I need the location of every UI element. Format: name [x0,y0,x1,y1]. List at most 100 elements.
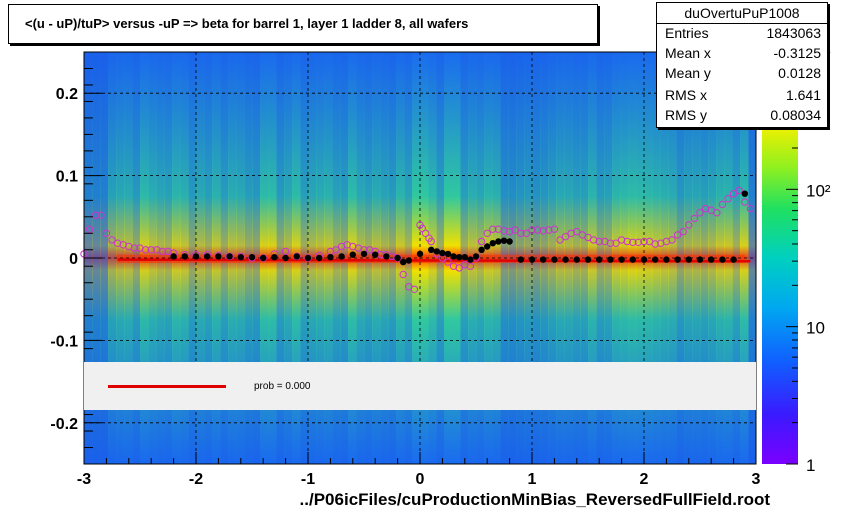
profile-point-open [97,211,105,219]
stat-label: Mean x [665,45,711,61]
profile-point-filled [506,238,513,245]
legend-prob-label: prob = 0.000 [254,381,311,392]
profile-point-open [444,258,452,266]
profile-point-filled [484,243,491,250]
heatmap-column [108,52,117,464]
profile-point-open [573,227,581,236]
profile-point-open [466,262,475,270]
profile-point-open [332,246,340,254]
profile-point-filled [428,246,435,253]
profile-point-open [533,226,542,234]
profile-point-filled [260,254,267,262]
stat-label: Entries [665,25,709,41]
profile-point-filled [226,253,233,260]
profile-point-filled [618,256,625,263]
profile-point-filled [293,253,300,260]
profile-point-filled [472,253,480,260]
profile-point-open [539,227,547,235]
profile-point-filled [433,248,440,255]
x-tick-label: -2 [189,471,203,488]
profile-point-open [550,225,559,233]
profile-point-open [679,227,687,236]
profile-point-open [690,214,699,223]
profile-point-open [634,238,643,247]
profile-point-filled [629,256,636,263]
profile-point-open [651,240,659,248]
profile-point-filled [349,251,356,258]
profile-point-open [556,236,564,244]
profile-point-filled [674,256,681,263]
stat-value: -0.3125 [773,45,821,61]
profile-point-open [623,237,631,246]
profile-point-filled [573,256,580,263]
stat-rms-x: RMS x 1.641 [665,87,821,107]
stats-box: duOvertuPuP1008 Entries 1843063 Mean x -… [656,2,828,128]
profile-point-open [545,226,553,234]
profile-point-open [500,227,508,235]
stat-value: 1.641 [785,87,821,103]
profile-point-open [410,285,419,293]
profile-point-filled [640,256,648,263]
profile-markers [80,186,755,293]
profile-point-filled [478,246,485,253]
x-tick-label: 1 [528,471,537,488]
palette-tick-label: 10² [806,181,831,200]
x-axis-label: ../P06icFiles/cuProductionMinBias_Revers… [299,490,770,509]
profile-point-open [668,236,676,244]
profile-point-open [421,229,430,238]
profile-point-open [718,200,727,209]
profile-point-open [612,239,620,247]
profile-point-open [511,226,519,234]
profile-point-open [746,204,755,213]
profile-point-filled [685,256,692,263]
profile-point-filled [416,250,424,258]
profile-point-filled [444,250,452,258]
profile-point-filled [495,238,502,245]
profile-point-filled [192,253,200,260]
profile-point-open [673,231,682,239]
profile-point-filled [708,256,715,263]
grid-lines [84,52,756,464]
stat-mean-x: Mean x -0.3125 [665,45,821,65]
profile-point-open [606,239,615,247]
profile-point-filled [528,256,536,263]
profile-point-filled [394,254,401,262]
profile-point-open [85,225,94,233]
profile-point-open [696,209,704,217]
x-tick-label: 2 [640,471,649,488]
profile-point-filled [551,256,558,263]
y-tick-label: -0.1 [50,333,78,350]
profile-point-filled [562,256,569,263]
profile-point-filled [719,256,726,263]
profile-point-open [141,246,150,254]
stat-mean-y: Mean y 0.0128 [665,65,821,85]
profile-point-filled [215,253,222,260]
stat-label: RMS x [665,87,707,103]
profile-point-open [418,224,426,233]
y-tick-label: 0 [69,251,78,268]
chart-title: <(u - uP)/tuP> versus -uP => beta for ba… [25,16,469,31]
profile-point-filled [383,253,390,260]
profile-point-open [741,198,749,206]
profile-point-filled [439,249,446,257]
profile-point-filled [237,254,244,261]
profile-point-filled [400,258,407,266]
profile-point-filled [372,251,379,258]
profile-point-open [91,211,99,219]
profile-point-filled [540,256,547,263]
heatmap-core [117,254,745,263]
profile-point-filled [467,256,474,263]
profile-point-filled [584,256,592,263]
profile-point-open [629,238,637,247]
profile-point-filled [730,256,737,263]
profile-point-filled [663,256,670,263]
title-box: <(u - uP)/tuP> versus -uP => beta for ba… [8,4,598,44]
profile-point-filled [741,190,748,197]
y-tick-label: 0.2 [56,86,78,103]
palette-tick-label: 10 [806,319,825,338]
profile-point-open [729,190,738,198]
stat-rms-y: RMS y 0.08034 [665,107,821,127]
profile-point-filled [596,256,603,263]
profile-point-open [477,237,486,246]
